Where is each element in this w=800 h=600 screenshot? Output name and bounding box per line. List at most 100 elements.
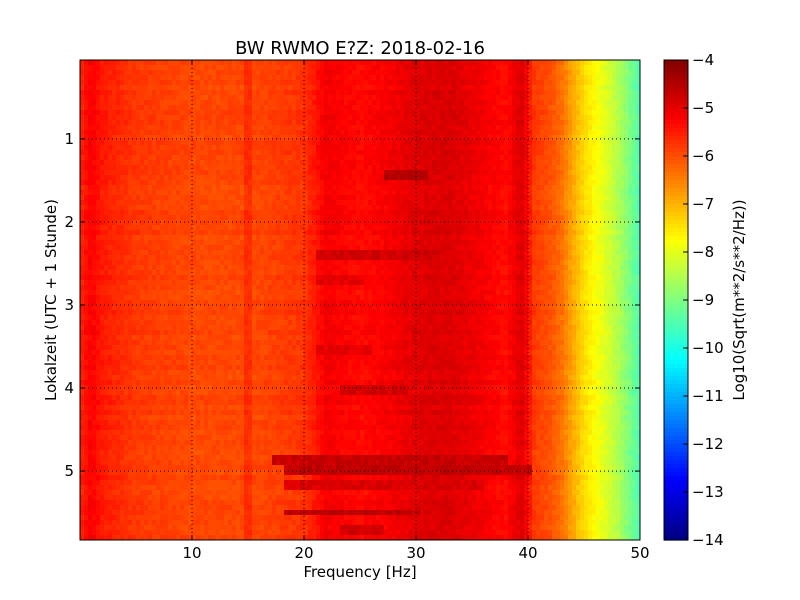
heatmap-cell bbox=[464, 70, 469, 76]
heatmap-cell bbox=[372, 165, 377, 171]
heatmap-cell bbox=[316, 110, 321, 116]
heatmap-cell bbox=[152, 100, 157, 106]
heatmap-cell bbox=[496, 165, 501, 171]
heatmap-cell bbox=[352, 60, 357, 66]
heatmap-cell bbox=[164, 210, 169, 216]
heatmap-cell bbox=[268, 110, 273, 116]
heatmap-cell bbox=[476, 75, 481, 81]
heatmap-cell bbox=[104, 160, 109, 166]
heatmap-cell bbox=[300, 210, 305, 216]
heatmap-cell bbox=[436, 210, 441, 216]
heatmap-cell bbox=[452, 155, 457, 161]
heatmap-cell bbox=[408, 185, 413, 191]
heatmap-cell bbox=[384, 205, 389, 211]
heatmap-cell bbox=[432, 135, 437, 141]
heatmap-cell bbox=[148, 230, 153, 236]
heatmap-cell bbox=[472, 200, 477, 206]
heatmap-cell bbox=[140, 145, 145, 151]
heatmap-cell bbox=[256, 110, 261, 116]
heatmap-cell bbox=[304, 215, 309, 221]
heatmap-cell bbox=[544, 120, 549, 126]
heatmap-cell bbox=[444, 205, 449, 211]
heatmap-cell bbox=[468, 90, 473, 96]
heatmap-cell bbox=[564, 180, 569, 186]
heatmap-cell bbox=[452, 190, 457, 196]
heatmap-cell bbox=[488, 190, 493, 196]
heatmap-cell bbox=[456, 60, 461, 66]
heatmap-cell bbox=[624, 230, 629, 236]
heatmap-cell bbox=[540, 75, 545, 81]
heatmap-cell bbox=[412, 210, 417, 216]
heatmap-cell bbox=[92, 65, 97, 71]
heatmap-cell bbox=[312, 65, 317, 71]
heatmap-cell bbox=[488, 75, 493, 81]
heatmap-cell bbox=[448, 185, 453, 191]
heatmap-cell bbox=[616, 110, 621, 116]
heatmap-cell bbox=[304, 185, 309, 191]
heatmap-cell bbox=[400, 175, 405, 181]
heatmap-cell bbox=[280, 215, 285, 221]
heatmap-cell bbox=[196, 190, 201, 196]
heatmap-cell bbox=[608, 195, 613, 201]
heatmap-cell bbox=[420, 235, 425, 241]
heatmap-cell bbox=[528, 60, 533, 66]
heatmap-cell bbox=[592, 225, 597, 231]
heatmap-cell bbox=[156, 190, 161, 196]
heatmap-cell bbox=[624, 115, 629, 121]
heatmap-cell bbox=[412, 105, 417, 111]
heatmap-cell bbox=[312, 80, 317, 86]
heatmap-cell bbox=[316, 210, 321, 216]
heatmap-cell bbox=[96, 195, 101, 201]
heatmap-cell bbox=[84, 65, 89, 71]
heatmap-cell bbox=[412, 100, 417, 106]
heatmap-cell bbox=[256, 170, 261, 176]
heatmap-cell bbox=[536, 70, 541, 76]
heatmap-cell bbox=[104, 75, 109, 81]
heatmap-cell bbox=[164, 90, 169, 96]
heatmap-cell bbox=[300, 85, 305, 91]
heatmap-cell bbox=[592, 100, 597, 106]
heatmap-cell bbox=[428, 125, 433, 131]
heatmap-cell bbox=[464, 170, 469, 176]
heatmap-cell bbox=[480, 185, 485, 191]
heatmap-cell bbox=[616, 70, 621, 76]
heatmap-cell bbox=[344, 110, 349, 116]
heatmap-cell bbox=[504, 205, 509, 211]
heatmap-cell bbox=[100, 60, 105, 66]
heatmap-cell bbox=[332, 60, 337, 66]
heatmap-cell bbox=[124, 200, 129, 206]
heatmap-cell bbox=[144, 115, 149, 121]
heatmap-cell bbox=[444, 95, 449, 101]
heatmap-cell bbox=[616, 155, 621, 161]
heatmap-cell bbox=[416, 110, 421, 116]
heatmap-cell bbox=[136, 60, 141, 66]
heatmap-cell bbox=[476, 200, 481, 206]
heatmap-cell bbox=[636, 130, 640, 136]
heatmap-cell bbox=[404, 175, 409, 181]
heatmap-cell bbox=[208, 130, 213, 136]
heatmap-cell bbox=[472, 105, 477, 111]
heatmap-cell bbox=[420, 205, 425, 211]
heatmap-cell bbox=[504, 105, 509, 111]
heatmap-cell bbox=[592, 65, 597, 71]
heatmap-cell bbox=[244, 95, 249, 101]
heatmap-cell bbox=[468, 105, 473, 111]
heatmap-cell bbox=[428, 75, 433, 81]
heatmap-cell bbox=[88, 215, 93, 221]
heatmap-cell bbox=[148, 140, 153, 146]
heatmap-cell bbox=[480, 195, 485, 201]
heatmap-cell bbox=[380, 130, 385, 136]
heatmap-cell bbox=[200, 160, 205, 166]
heatmap-cell bbox=[196, 220, 201, 226]
heatmap-cell bbox=[260, 215, 265, 221]
heatmap-cell bbox=[316, 235, 321, 241]
heatmap-cell bbox=[440, 160, 445, 166]
heatmap-cell bbox=[512, 170, 517, 176]
heatmap-cell bbox=[124, 225, 129, 231]
heatmap-cell bbox=[360, 65, 365, 71]
heatmap-cell bbox=[448, 195, 453, 201]
heatmap-cell bbox=[448, 125, 453, 131]
heatmap-cell bbox=[236, 190, 241, 196]
heatmap-cell bbox=[620, 195, 625, 201]
heatmap-cell bbox=[116, 150, 121, 156]
